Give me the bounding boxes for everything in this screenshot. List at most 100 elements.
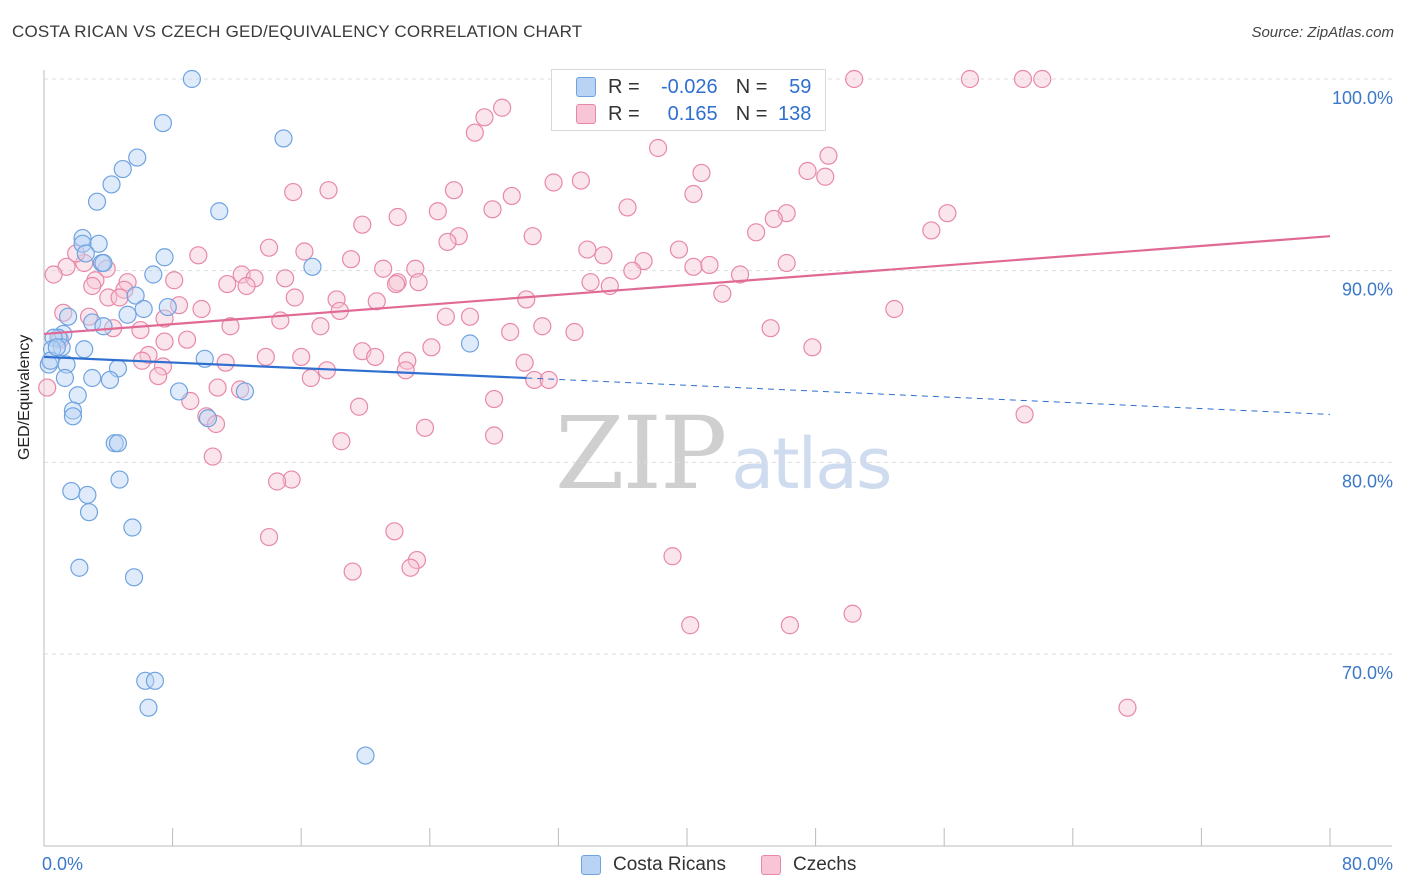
legend-r-label: R = xyxy=(608,75,640,98)
watermark-atlas: atlas xyxy=(731,423,892,505)
correlation-legend: R = -0.026 N = 59 R = 0.165 N = 138 xyxy=(551,69,826,131)
czechs-point xyxy=(67,244,86,263)
costa-ricans-point xyxy=(155,248,174,267)
czechs-point xyxy=(131,320,150,340)
czechs-point xyxy=(38,378,57,397)
czechs-point xyxy=(409,273,428,292)
czechs-point xyxy=(203,447,222,466)
czechs-point xyxy=(819,146,838,165)
czechs-point xyxy=(594,246,613,265)
costa-ricans-point xyxy=(136,671,155,690)
costa-ricans-point xyxy=(169,382,189,401)
costa-ricans-point xyxy=(79,503,99,522)
bottom-legend-czechs: Czechs xyxy=(761,852,856,878)
czechs-point xyxy=(578,240,597,259)
y-axis-label: GED/Equivalency xyxy=(16,334,33,460)
czechs-point xyxy=(385,522,404,541)
costa-ricans-point xyxy=(274,129,293,148)
czechs-point xyxy=(284,182,303,202)
costa-ricans-point xyxy=(62,481,81,501)
legend-swatch-czechs xyxy=(576,104,596,124)
czechs-point xyxy=(681,616,700,635)
czechs-point xyxy=(189,246,208,265)
czechs-point xyxy=(79,307,99,326)
czechs-trend-line xyxy=(43,235,1331,336)
czechs-point xyxy=(663,547,682,566)
czechs-point xyxy=(149,366,168,386)
czechs-point xyxy=(460,307,480,326)
czechs-point xyxy=(648,138,668,158)
czechs-point xyxy=(86,271,105,290)
costa-ricans-point xyxy=(68,386,87,405)
czechs-point xyxy=(311,317,330,336)
legend-r-label: R = xyxy=(608,102,640,125)
czechs-point xyxy=(97,259,116,278)
bottom-legend-label-costa-ricans: Costa Ricans xyxy=(613,854,726,875)
legend-n-label: N = xyxy=(735,75,768,98)
y-tick-label: 100.0% xyxy=(1332,88,1393,108)
czechs-point xyxy=(256,347,275,367)
czechs-point xyxy=(777,253,796,273)
czechs-point xyxy=(282,470,301,489)
czechs-point xyxy=(730,265,750,284)
czechs-point xyxy=(208,378,227,397)
czechs-point xyxy=(292,347,311,367)
czechs-point xyxy=(301,368,320,388)
czechs-point xyxy=(843,604,862,623)
czechs-point xyxy=(44,265,63,284)
legend-r-value: 0.165 xyxy=(667,102,718,125)
czechs-point xyxy=(803,338,822,357)
bottom-legend-costa-ricans: Costa Ricans xyxy=(581,852,726,878)
legend-swatch-costa-ricans xyxy=(576,77,596,97)
czechs-point xyxy=(415,418,435,437)
czechs-point xyxy=(816,167,835,186)
costa-ricans-point xyxy=(94,253,113,273)
costa-ricans-point xyxy=(182,69,201,89)
czechs-point xyxy=(438,232,457,252)
czechs-point xyxy=(798,161,817,181)
czechs-point xyxy=(285,288,304,307)
czechs-point xyxy=(216,353,235,372)
costa-ricans-point xyxy=(55,368,74,388)
x-tick-label: 80.0% xyxy=(1342,854,1393,874)
czechs-point xyxy=(155,309,174,328)
costa-ricans-point xyxy=(118,305,137,324)
bottom-legend-label-czechs: Czechs xyxy=(793,854,857,875)
costa-ricans-point xyxy=(94,317,113,336)
costa-ricans-point xyxy=(70,558,89,577)
costa-ricans-trend-extension xyxy=(526,377,1331,415)
costa-ricans-point xyxy=(124,568,144,587)
czechs-point xyxy=(780,616,799,635)
czechs-point xyxy=(388,207,407,227)
y-tick-label: 80.0% xyxy=(1342,471,1393,491)
czechs-point xyxy=(259,527,279,547)
czechs-point xyxy=(581,273,600,292)
czechs-point xyxy=(436,307,455,326)
legend-row-czechs: R = 0.165 N = 138 xyxy=(576,101,811,127)
czechs-point xyxy=(684,257,703,276)
czechs-point xyxy=(669,240,689,259)
czechs-point xyxy=(276,269,295,288)
czechs-point xyxy=(169,296,189,315)
czechs-point xyxy=(922,221,941,240)
czechs-point xyxy=(544,173,563,192)
costa-ricans-point xyxy=(73,228,92,248)
costa-ricans-point xyxy=(123,518,142,537)
czechs-point xyxy=(259,238,279,257)
czechs-point xyxy=(1015,405,1034,424)
czechs-point xyxy=(571,171,591,190)
czechs-point xyxy=(475,108,494,127)
costa-ricans-point xyxy=(102,175,121,194)
czechs-point xyxy=(684,184,703,204)
czechs-point xyxy=(237,276,256,296)
costa-ricans-point xyxy=(145,671,165,690)
czechs-point xyxy=(155,332,174,351)
costa-ricans-point xyxy=(108,434,128,453)
czechs-point xyxy=(960,69,980,89)
costa-ricans-point xyxy=(158,297,177,317)
czechs-point xyxy=(165,271,184,290)
czechs-point xyxy=(83,276,102,296)
czechs-point xyxy=(515,353,534,372)
chart-title: COSTA RICAN VS CZECH GED/EQUIVALENCY COR… xyxy=(12,22,583,41)
costa-ricans-point xyxy=(303,257,322,276)
